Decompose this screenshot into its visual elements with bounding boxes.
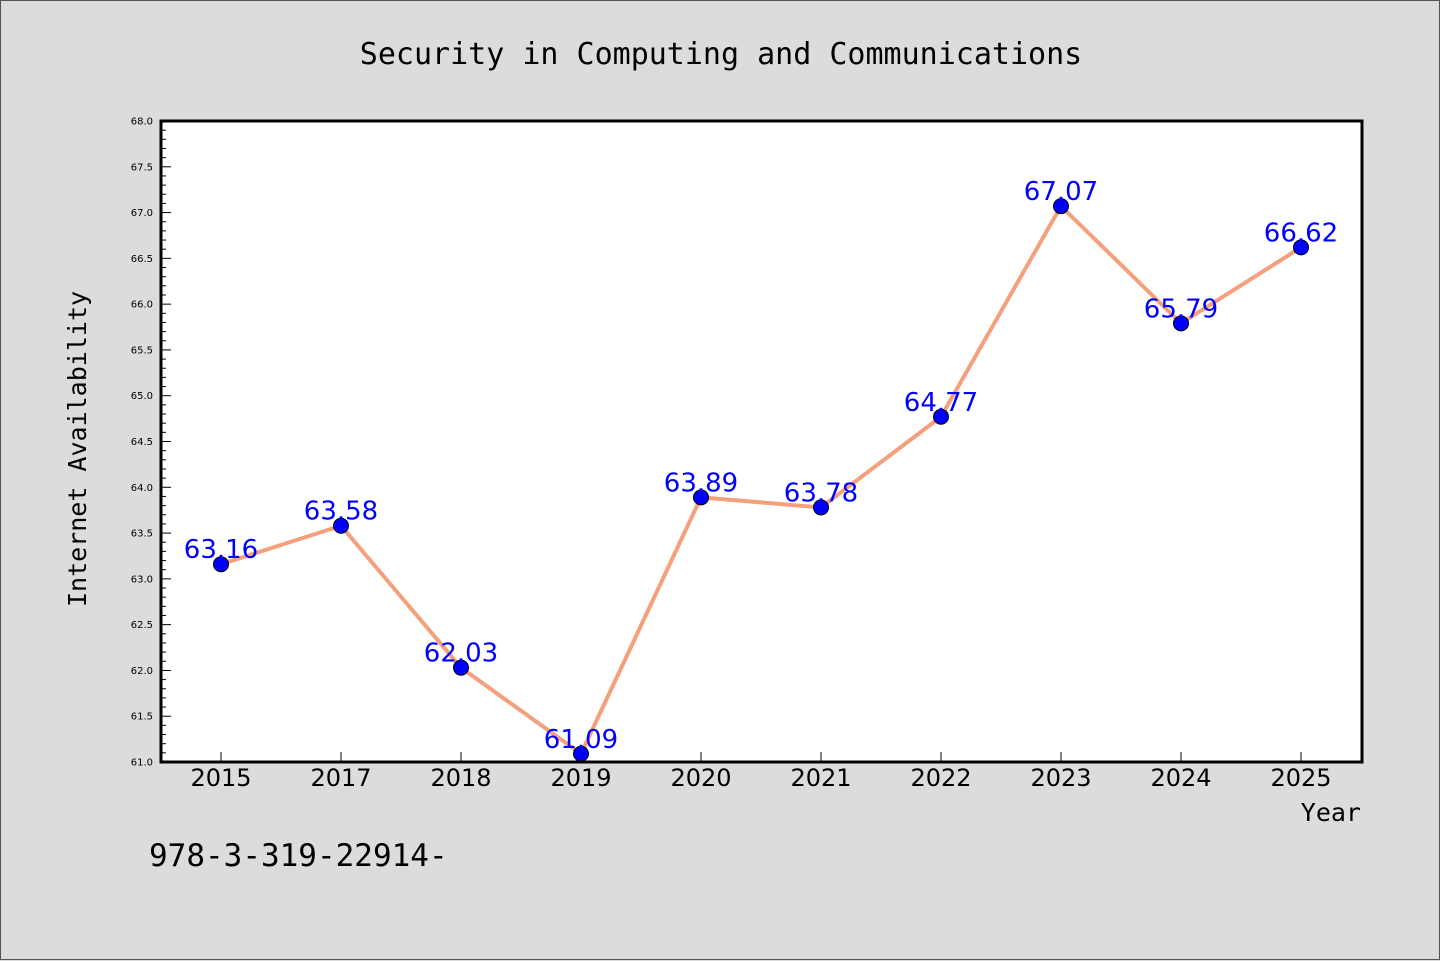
y-tick-label: 64.5	[131, 437, 153, 448]
data-label: 62.03	[424, 639, 498, 669]
plot-area	[161, 121, 1362, 762]
x-tick-label: 2017	[310, 764, 371, 792]
data-point-marker	[933, 408, 949, 425]
y-tick-label: 65.0	[131, 391, 153, 402]
data-point-marker	[453, 659, 469, 676]
y-tick-label: 65.5	[131, 345, 153, 356]
data-label: 64.77	[904, 388, 978, 418]
x-tick-label: 2023	[1030, 764, 1091, 792]
y-tick-label: 66.0	[131, 300, 153, 311]
isbn-text: 978-3-319-22914-	[149, 838, 448, 874]
y-tick-label: 63.0	[131, 574, 153, 585]
x-axis-title: Year	[1301, 798, 1361, 827]
x-tick-label: 2018	[430, 764, 491, 792]
data-label: 67.07	[1024, 177, 1098, 207]
x-tick-label: 2019	[550, 764, 611, 792]
marker-layer	[213, 198, 1309, 762]
data-label: 63.89	[664, 468, 738, 498]
x-axis: 2015 2017 2018 2019 2020 2021 2022 2023 2024 2025	[190, 752, 1332, 792]
data-label: 63.58	[304, 497, 378, 527]
x-tick-label: 2024	[1150, 764, 1211, 792]
plot-border	[159, 119, 1364, 764]
data-label: 66.62	[1264, 218, 1338, 248]
x-tick-label: 2015	[190, 764, 251, 792]
y-tick-label: 64.0	[131, 483, 153, 494]
data-label: 61.09	[544, 725, 618, 755]
data-point-marker	[813, 499, 829, 516]
x-tick-label: 2025	[1270, 764, 1331, 792]
data-label-layer: 63.16 63.58 62.03 61.09 63.89 63.78 64.77 67.07…	[184, 177, 1338, 755]
series-line	[220, 204, 1303, 756]
x-tick-label: 2020	[670, 764, 731, 792]
chart-title: Security in Computing and Communications	[360, 37, 1082, 72]
y-tick-label: 67.0	[131, 208, 153, 219]
data-point-marker	[1053, 198, 1069, 215]
data-label: 65.79	[1144, 294, 1218, 324]
data-label: 63.78	[784, 478, 858, 508]
y-axis-title: Internet Availability	[63, 291, 92, 607]
x-tick-label: 2022	[910, 764, 971, 792]
data-point-marker	[213, 556, 229, 573]
y-tick-label: 66.5	[131, 254, 153, 265]
data-point-marker	[1293, 239, 1309, 256]
x-tick-label: 2021	[790, 764, 851, 792]
y-tick-label: 62.0	[131, 666, 153, 677]
y-tick-label: 62.5	[131, 620, 153, 631]
data-point-marker	[693, 489, 709, 506]
data-point-marker	[1173, 315, 1189, 332]
y-tick-label: 61.5	[131, 712, 153, 723]
y-tick-label: 61.0	[131, 758, 153, 769]
data-point-marker	[333, 517, 349, 534]
y-tick-label: 67.5	[131, 162, 153, 173]
data-label: 63.16	[184, 535, 258, 565]
y-tick-label: 63.5	[131, 529, 153, 540]
y-tick-label: 68.0	[131, 117, 153, 128]
series-line-layer	[220, 204, 1303, 756]
